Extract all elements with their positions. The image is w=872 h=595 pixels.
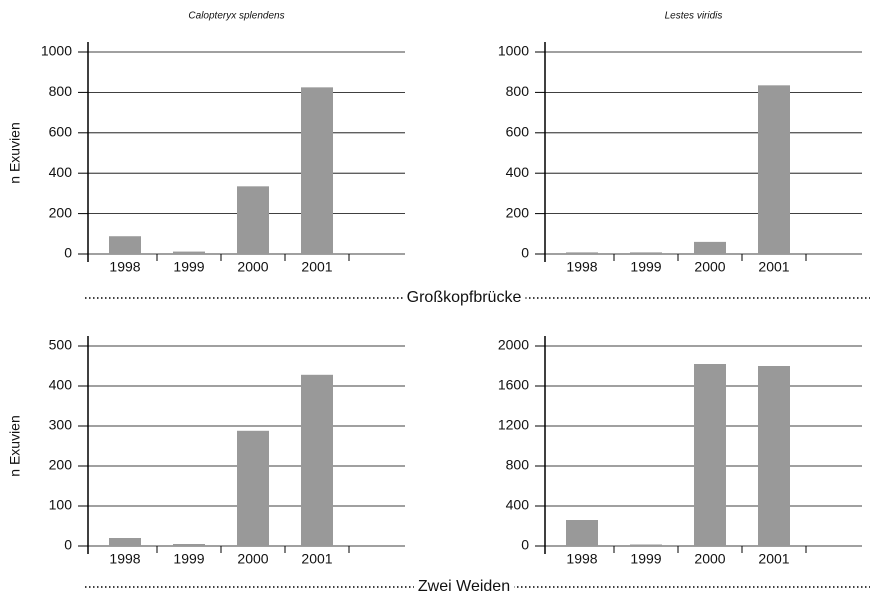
y-tick-label: 1600 <box>498 377 529 393</box>
x-tick-label: 2001 <box>301 551 332 567</box>
bar <box>109 236 141 254</box>
bar <box>173 544 205 546</box>
x-tick-label: 1999 <box>173 259 204 275</box>
y-tick-label: 300 <box>49 417 73 433</box>
bar <box>237 430 269 546</box>
bar <box>630 252 662 254</box>
y-tick-label: 1000 <box>498 43 529 59</box>
chart-title: Calopteryx splendens <box>188 11 284 22</box>
label-background <box>413 577 515 595</box>
y-tick-label: 600 <box>506 124 530 140</box>
label-background <box>402 288 526 308</box>
x-tick-label: 1999 <box>630 551 661 567</box>
bar <box>694 364 726 546</box>
bar <box>301 374 333 546</box>
x-tick-label: 2000 <box>237 259 268 275</box>
y-tick-label: 400 <box>49 377 73 393</box>
bar <box>566 252 598 254</box>
y-tick-label: 0 <box>64 245 72 261</box>
x-tick-label: 1998 <box>109 259 140 275</box>
x-tick-label: 1999 <box>630 259 661 275</box>
y-tick-label: 800 <box>49 83 73 99</box>
bar <box>758 366 790 546</box>
chart-title: Lestes viridis <box>665 11 723 22</box>
y-axis-label: n Exuvien <box>7 122 23 183</box>
bar <box>566 520 598 546</box>
bar <box>694 241 726 254</box>
y-tick-label: 2000 <box>498 337 529 353</box>
y-axis-label: n Exuvien <box>7 415 23 476</box>
bar <box>630 544 662 546</box>
y-tick-label: 100 <box>49 497 73 513</box>
y-tick-label: 0 <box>521 537 529 553</box>
x-tick-label: 2001 <box>758 551 789 567</box>
bar <box>237 186 269 254</box>
bar <box>301 87 333 254</box>
y-tick-label: 800 <box>506 457 530 473</box>
x-tick-label: 1999 <box>173 551 204 567</box>
y-tick-label: 400 <box>506 497 530 513</box>
y-tick-label: 0 <box>64 537 72 553</box>
y-tick-label: 400 <box>506 164 530 180</box>
x-tick-label: 1998 <box>109 551 140 567</box>
x-tick-label: 1998 <box>566 259 597 275</box>
bar <box>173 251 205 254</box>
y-tick-label: 400 <box>49 164 73 180</box>
y-tick-label: 600 <box>49 124 73 140</box>
y-tick-label: 1000 <box>41 43 72 59</box>
x-tick-label: 2001 <box>758 259 789 275</box>
y-tick-label: 1200 <box>498 417 529 433</box>
x-tick-label: 1998 <box>566 551 597 567</box>
y-tick-label: 200 <box>49 457 73 473</box>
x-tick-label: 2000 <box>694 551 725 567</box>
bar <box>758 85 790 254</box>
x-tick-label: 2001 <box>301 259 332 275</box>
y-tick-label: 200 <box>49 204 73 220</box>
x-tick-label: 2000 <box>237 551 268 567</box>
row-label: Großkopfbrücke <box>407 289 522 306</box>
y-tick-label: 800 <box>506 83 530 99</box>
bar <box>109 538 141 546</box>
x-tick-label: 2000 <box>694 259 725 275</box>
row-label: Zwei Weiden <box>418 578 510 595</box>
y-tick-label: 500 <box>49 337 73 353</box>
y-tick-label: 200 <box>506 204 530 220</box>
y-tick-label: 0 <box>521 245 529 261</box>
